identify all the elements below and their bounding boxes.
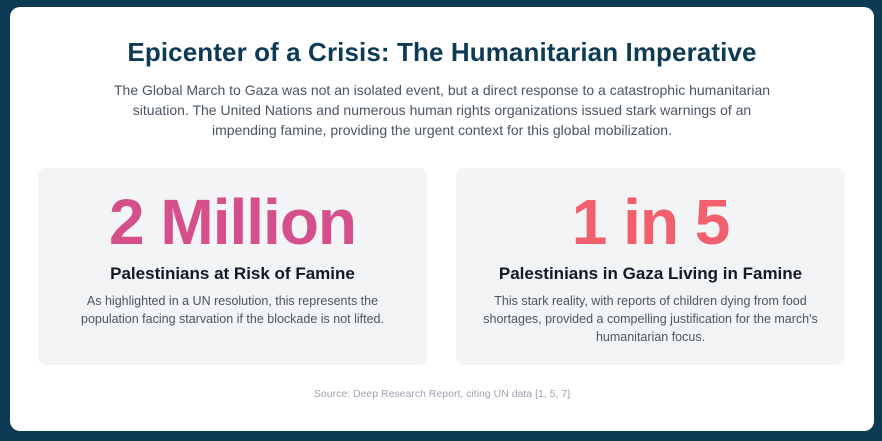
intro-paragraph: The Global March to Gaza was not an isol…: [113, 82, 771, 138]
stat-number: 2 Million: [109, 186, 357, 258]
stat-card-living-in-famine: 1 in 5 Palestinians in Gaza Living in Fa…: [456, 168, 845, 365]
stat-description: As highlighted in a UN resolution, this …: [81, 294, 384, 326]
page-title: Epicenter of a Crisis: The Humanitarian …: [127, 37, 757, 67]
stat-label: Palestinians at Risk of Famine: [110, 264, 355, 283]
stat-label: Palestinians in Gaza Living in Famine: [498, 264, 803, 283]
source-note: Source: Deep Research Report, citing UN …: [313, 388, 571, 400]
content-card: Epicenter of a Crisis: The Humanitarian …: [10, 7, 874, 431]
stat-number: 1 in 5: [571, 186, 731, 258]
stat-card-risk-of-famine: 2 Million Palestinians at Risk of Famine…: [38, 168, 427, 365]
stat-description: This stark reality, with reports of chil…: [483, 294, 818, 344]
